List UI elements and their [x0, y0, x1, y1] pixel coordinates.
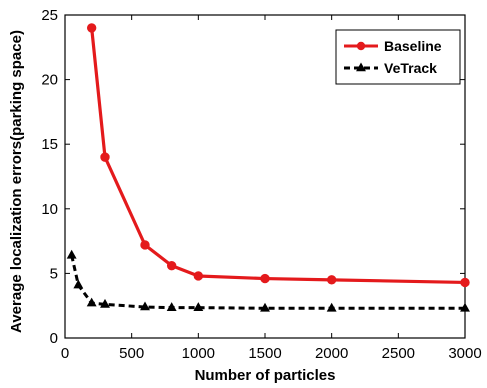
data-point-vetrack — [100, 298, 110, 308]
x-tick-label: 500 — [119, 345, 144, 362]
data-point-baseline — [260, 273, 270, 284]
x-tick-label: 0 — [61, 345, 69, 362]
data-point-vetrack — [66, 249, 77, 259]
data-point-baseline — [460, 277, 470, 288]
data-point-vetrack — [73, 279, 84, 289]
data-point-baseline — [166, 260, 177, 271]
legend: Baseline VeTrack — [335, 29, 461, 85]
y-tick-label: 15 — [41, 136, 58, 153]
y-tick-label: 5 — [50, 265, 58, 282]
y-tick-label: 20 — [41, 72, 58, 89]
data-point-vetrack — [326, 302, 337, 312]
data-point-vetrack — [260, 302, 270, 312]
data-point-baseline — [140, 240, 150, 250]
x-tick-label: 3000 — [448, 345, 481, 362]
legend-marker-vetrack — [356, 62, 366, 72]
legend-label-baseline: Baseline — [384, 38, 442, 54]
x-tick-label: 1500 — [248, 345, 281, 362]
x-tick-label: 2000 — [315, 345, 348, 362]
legend-marker-baseline — [356, 41, 366, 51]
x-axis-title: Number of particles — [195, 367, 336, 384]
data-point-baseline — [100, 152, 110, 162]
legend-box — [335, 29, 461, 85]
series-line-vetrack — [70, 254, 465, 310]
data-point-baseline — [326, 275, 337, 285]
data-point-vetrack — [193, 302, 204, 311]
data-point-vetrack — [460, 302, 470, 312]
data-point-vetrack — [166, 302, 177, 311]
x-tick-label: 1000 — [182, 345, 215, 362]
series-layer — [66, 23, 470, 312]
y-axis-title: Average localization errors(parking spac… — [8, 30, 25, 333]
data-point-baseline — [193, 271, 204, 281]
axis-ticks: 0 500 1000 1500 2000 2500 3000 0 5 10 15 20 25 — [41, 7, 481, 362]
series-line-baseline — [90, 27, 466, 285]
data-point-vetrack — [86, 297, 97, 307]
data-point-baseline — [86, 23, 97, 33]
y-tick-label: 10 — [41, 201, 58, 218]
x-tick-label: 2500 — [382, 345, 415, 362]
y-tick-label: 0 — [50, 330, 58, 347]
legend-label-vetrack: VeTrack — [384, 60, 437, 76]
y-tick-label: 25 — [41, 7, 58, 24]
data-point-vetrack — [140, 301, 150, 311]
